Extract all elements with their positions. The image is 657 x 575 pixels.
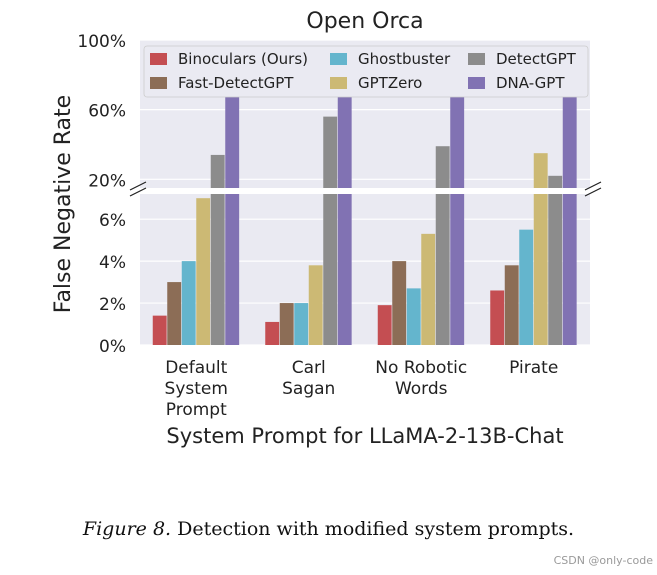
break-mark-right [584,187,602,197]
figure-caption: Figure 8. Detection with modified system… [0,518,657,540]
legend-swatch [330,77,347,89]
bar [504,265,519,345]
bar [225,194,240,345]
legend-label: GPTZero [358,74,422,92]
watermark: CSDN @only-code [553,554,653,567]
bar [181,261,196,345]
bar [421,233,436,345]
x-tick-label: No Robotic [375,358,467,378]
bar-chart: Binoculars (Ours) Fast-DetectGPT Ghostbust… [51,9,602,448]
bar [294,303,309,345]
bar [210,194,225,345]
bar [279,303,294,345]
bar [548,175,563,188]
x-tick-label: Carl [292,358,326,378]
x-tick-label: System [165,379,228,399]
break-mark-right [584,181,602,191]
bar [533,194,548,345]
bar [450,194,465,345]
bar [548,194,563,345]
bar [435,146,450,188]
bar [490,290,505,345]
break-mark-left [129,187,147,197]
legend-swatch [468,53,485,65]
legend: Binoculars (Ours) Fast-DetectGPT Ghostbust… [143,45,589,98]
legend-label: DNA-GPT [496,74,565,92]
bar [519,229,534,345]
bar [533,153,548,188]
legend-swatch [330,53,347,65]
y-tick-label: 100% [77,32,126,52]
bar [210,154,225,188]
bar [308,265,323,345]
legend-label: Ghostbuster [358,50,451,68]
bar [435,194,450,345]
y-tick-label: 6% [99,211,126,231]
x-tick-label: Default [165,358,227,378]
bar [323,116,338,188]
axis-break-marks [129,181,602,197]
bar [392,261,407,345]
bar [406,288,421,345]
x-axis-label: System Prompt for LLaMA-2-13B-Chat [166,424,563,448]
x-tick-label: Words [395,379,448,399]
bar [323,194,338,345]
legend-label: Fast-DetectGPT [178,74,294,92]
bar [562,194,577,345]
y-tick-label: 4% [99,253,126,273]
legend-swatch [150,77,167,89]
legend-swatch [150,53,167,65]
x-tick-label: Prompt [166,400,227,420]
caption-text: Detection with modified system prompts. [177,518,575,540]
y-tick-label: 20% [88,171,126,191]
legend-swatch [468,77,485,89]
bar [167,282,182,345]
legend-label: DetectGPT [496,50,577,68]
x-tick-label: Pirate [509,358,558,378]
y-tick-label: 60% [88,102,126,122]
bar [265,321,280,345]
break-mark-left [129,181,147,191]
legend-label: Binoculars (Ours) [178,50,308,68]
bar [377,305,392,345]
bar [196,198,211,345]
y-axis-label: False Negative Rate [51,95,76,313]
caption-label: Figure 8. [82,518,172,540]
plot-area-lower [140,194,590,346]
bar [337,194,352,345]
y-tick-label: 2% [99,295,126,315]
chart-title: Open Orca [306,9,423,34]
y-tick-label: 0% [99,337,126,357]
x-tick-label: Sagan [282,379,335,399]
bar [152,315,167,345]
